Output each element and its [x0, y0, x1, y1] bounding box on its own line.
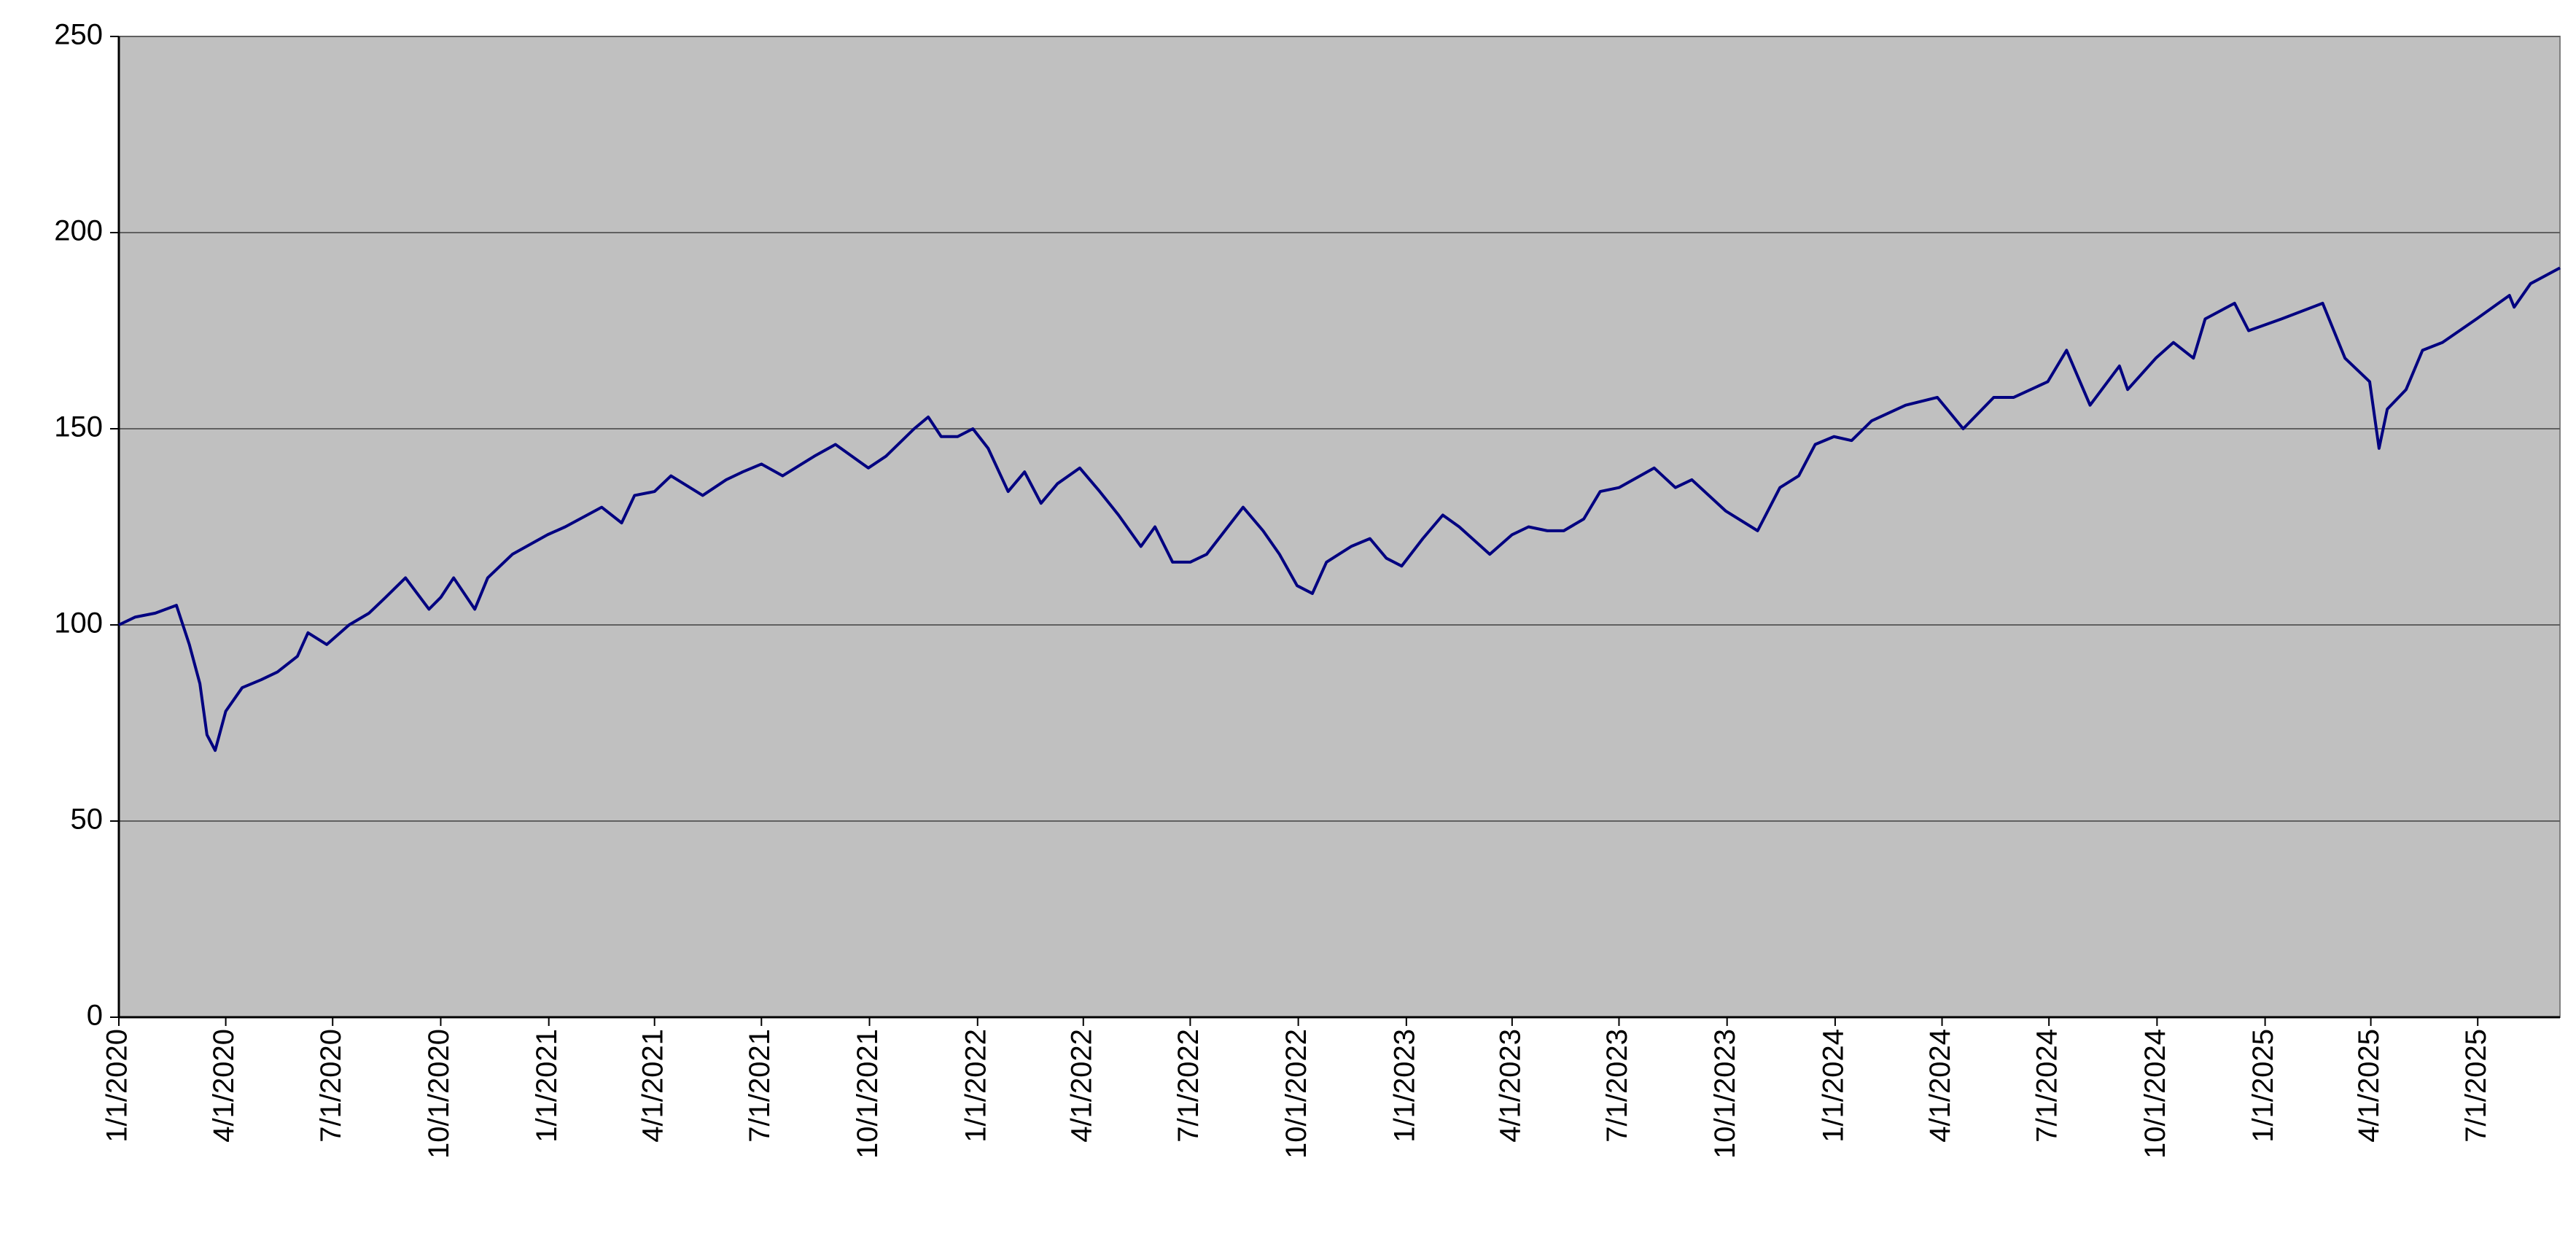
x-tick-label: 1/1/2020	[101, 1029, 133, 1143]
x-tick-label: 4/1/2022	[1065, 1029, 1097, 1143]
plot-area	[118, 36, 2561, 1018]
y-tick-label: 100	[54, 607, 103, 639]
x-tick-label: 10/1/2021	[852, 1029, 884, 1159]
x-tick-label: 7/1/2020	[315, 1029, 347, 1143]
x-tick-label: 1/1/2025	[2247, 1029, 2279, 1143]
line-series	[118, 266, 2561, 753]
x-tick-label: 4/1/2023	[1494, 1029, 1526, 1143]
x-tick-label: 1/1/2023	[1388, 1029, 1420, 1143]
y-tick-label: 50	[71, 804, 104, 836]
x-tick-label: 7/1/2023	[1601, 1029, 1633, 1143]
x-tick-label: 10/1/2024	[2139, 1029, 2171, 1159]
x-tick-label: 7/1/2022	[1172, 1029, 1205, 1143]
x-tick-label: 10/1/2022	[1280, 1029, 1312, 1159]
x-tick-label: 7/1/2025	[2460, 1029, 2492, 1143]
y-tick-label: 250	[54, 19, 103, 51]
x-tick-label: 7/1/2024	[2031, 1029, 2063, 1143]
y-tick-label: 150	[54, 411, 103, 443]
x-tick-label: 10/1/2023	[1709, 1029, 1741, 1159]
x-tick-label: 1/1/2021	[531, 1029, 563, 1143]
x-tick-label: 1/1/2022	[960, 1029, 992, 1143]
y-tick-label: 0	[87, 1000, 103, 1032]
x-tick-label: 4/1/2024	[1924, 1029, 1956, 1143]
x-tick-label: 10/1/2020	[423, 1029, 455, 1159]
x-tick-label: 4/1/2020	[208, 1029, 240, 1143]
x-tick-label: 7/1/2021	[744, 1029, 776, 1143]
x-tick-label: 4/1/2021	[637, 1029, 669, 1143]
x-tick-label: 1/1/2024	[1817, 1029, 1849, 1143]
x-tick-label: 4/1/2025	[2353, 1029, 2385, 1143]
y-tick-label: 200	[54, 215, 103, 247]
